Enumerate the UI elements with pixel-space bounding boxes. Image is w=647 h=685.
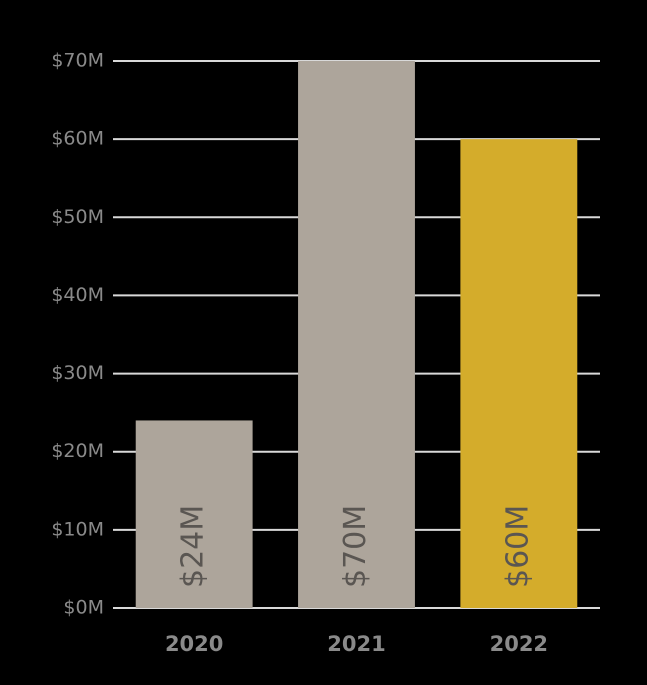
y-tick-label: $50M <box>51 206 104 228</box>
bar <box>298 61 415 608</box>
y-tick-label: $0M <box>63 597 104 619</box>
y-tick-label: $60M <box>51 128 104 150</box>
y-tick-label: $40M <box>51 284 104 306</box>
bar <box>135 420 253 608</box>
x-tick-label: 2022 <box>490 632 548 656</box>
x-tick-label: 2021 <box>327 632 385 656</box>
bar <box>460 139 578 608</box>
x-tick-label: 2020 <box>165 632 223 656</box>
value-label: $24M <box>176 505 211 588</box>
y-tick-label: $70M <box>51 50 104 72</box>
y-tick-label: $30M <box>51 362 104 384</box>
y-tick-label: $10M <box>51 518 104 540</box>
y-tick-label: $20M <box>51 440 104 462</box>
value-label: $60M <box>500 505 535 588</box>
value-label: $70M <box>338 505 373 588</box>
